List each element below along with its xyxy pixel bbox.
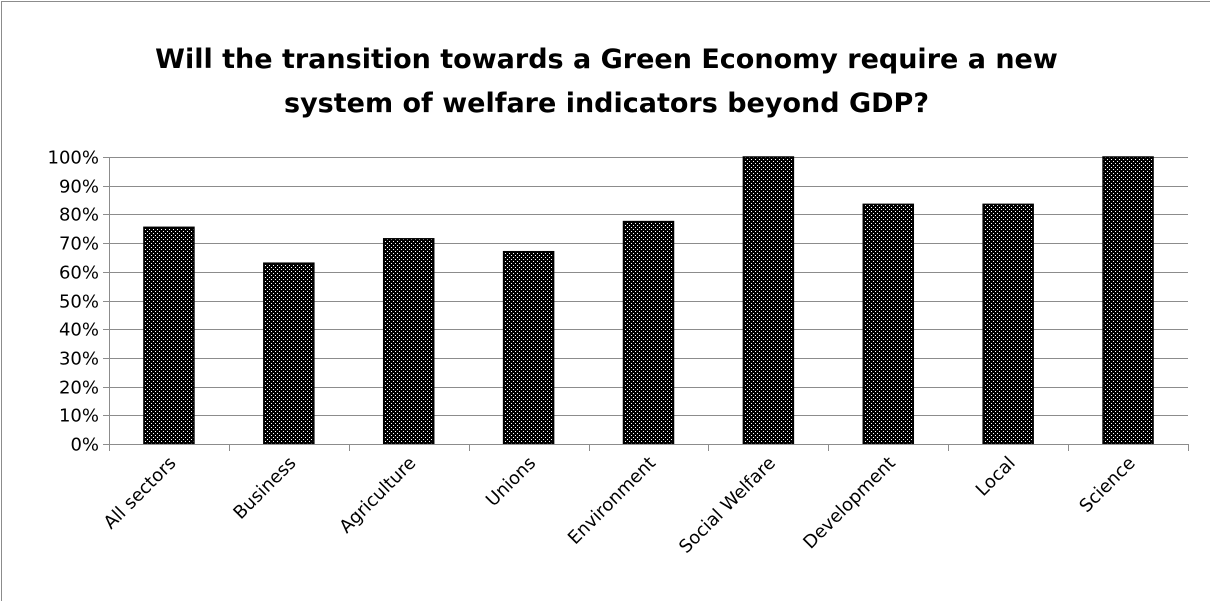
y-tick-label: 30% xyxy=(59,349,99,370)
x-tick-label: Business xyxy=(229,453,300,524)
y-tick-label: 40% xyxy=(59,320,99,341)
x-tick-label: All sectors xyxy=(100,453,181,534)
y-tick-label: 10% xyxy=(59,406,99,427)
bar-social-welfare xyxy=(742,156,795,445)
bars xyxy=(143,156,1154,445)
chart-title-line-1: Will the transition towards a Green Econ… xyxy=(155,44,1058,75)
y-tick-label: 80% xyxy=(59,205,99,226)
x-tick-labels: All sectors Business Agriculture Unions Envi… xyxy=(100,453,1140,558)
x-tick-label: Development xyxy=(799,453,900,554)
y-tick-label: 20% xyxy=(59,378,99,399)
y-tick-label: 60% xyxy=(59,263,99,284)
bar-business xyxy=(263,262,315,445)
y-tick-label: 50% xyxy=(59,292,99,313)
bar-local xyxy=(982,203,1034,445)
bar-development xyxy=(862,203,915,445)
y-tick-label: 0% xyxy=(70,435,99,456)
bar-science xyxy=(1102,156,1154,445)
chart-title-line-2: system of welfare indicators beyond GDP? xyxy=(284,88,929,119)
x-tick-label: Social Welfare xyxy=(675,453,780,558)
y-tick-labels: 0% 10% 20% 30% 40% 50% 60% 70% 80% 90% 100% xyxy=(48,148,99,456)
x-tick-label: Unions xyxy=(482,453,540,511)
bar-environment xyxy=(622,220,675,445)
x-tick-label: Environment xyxy=(564,453,660,549)
bar-unions xyxy=(502,250,555,445)
x-tick-label: Science xyxy=(1075,453,1139,517)
x-tick-label: Agriculture xyxy=(335,453,420,538)
bar-agriculture xyxy=(382,238,435,445)
y-tick-label: 90% xyxy=(59,177,99,198)
y-tick-label: 70% xyxy=(59,234,99,255)
bar-all-sectors xyxy=(143,226,195,445)
chart-title: Will the transition towards a Green Econ… xyxy=(0,38,1213,126)
x-tick-label: Local xyxy=(972,453,1020,501)
axes xyxy=(103,157,1189,451)
y-tick-label: 100% xyxy=(48,148,99,169)
